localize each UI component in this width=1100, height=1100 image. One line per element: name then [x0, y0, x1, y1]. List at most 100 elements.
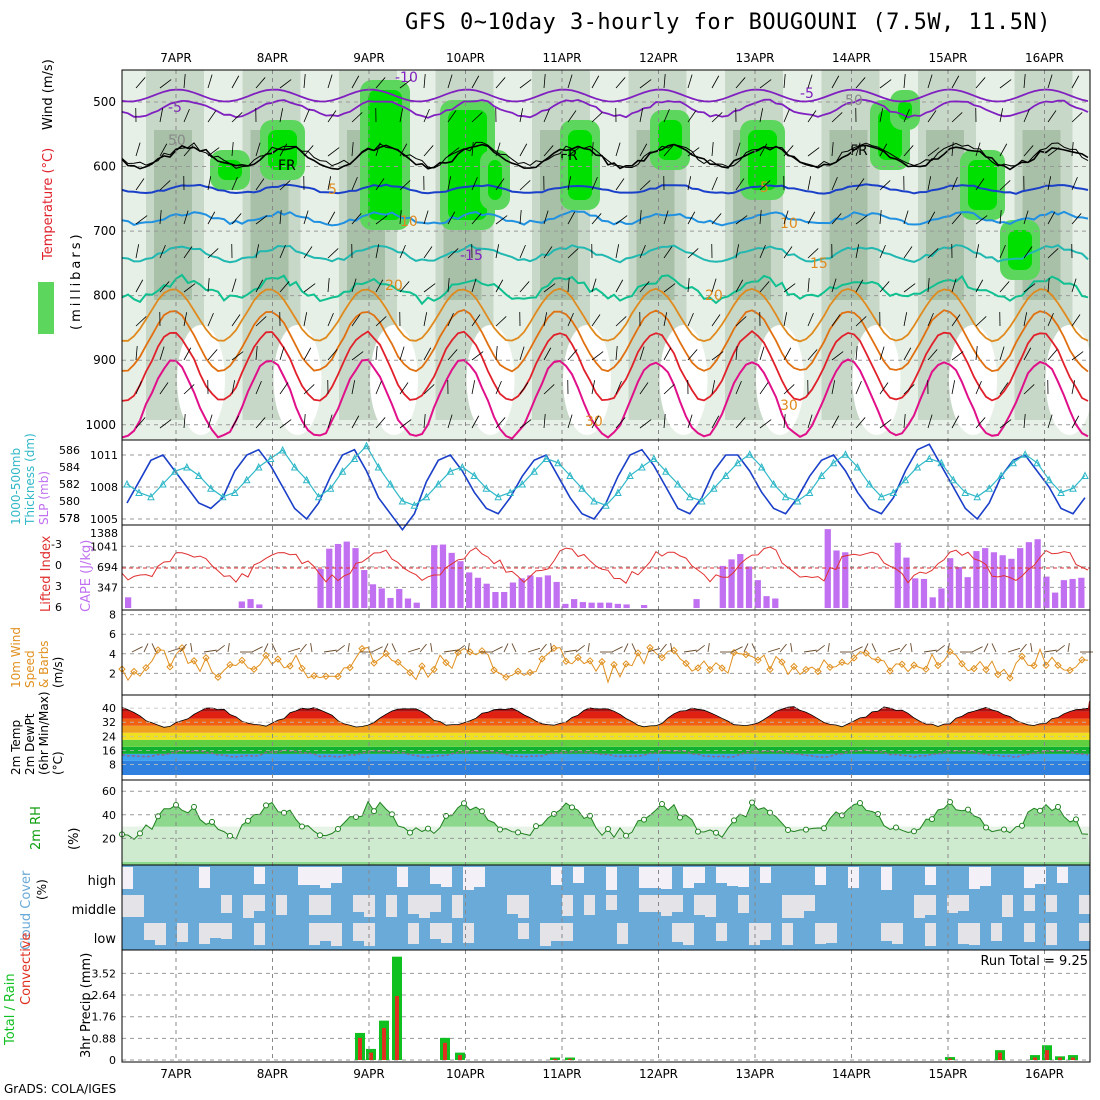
thickness-marker — [1045, 475, 1053, 484]
thickness-marker — [769, 479, 778, 488]
wind-barb — [423, 108, 430, 123]
rh-cell-saturated — [568, 130, 592, 200]
wind-speed-marker — [958, 660, 966, 668]
wind-barb — [495, 77, 506, 89]
thickness-marker — [554, 458, 562, 467]
thickness-marker — [458, 462, 467, 471]
cloud-gap — [584, 895, 595, 915]
thickness-marker — [494, 492, 503, 501]
wind-barb — [663, 246, 673, 259]
rh2m-marker — [875, 811, 881, 818]
wind-barb — [1047, 74, 1053, 89]
wind-barb — [399, 79, 412, 89]
wind-barb — [231, 415, 240, 429]
wind-barb — [855, 380, 862, 395]
thickness-marker — [733, 458, 742, 467]
wind-barb — [327, 414, 333, 429]
wind10-barb — [659, 643, 667, 653]
wind-speed-marker — [406, 668, 414, 677]
date-tick-bottom: 8APR — [257, 1067, 288, 1081]
precip-convective-bar — [358, 1037, 362, 1060]
cape-bar — [457, 561, 464, 608]
cape-bar — [623, 604, 630, 608]
wind-barb — [999, 108, 1004, 123]
wind-barb — [471, 415, 480, 429]
t2m-axis-label: 2m Temp — [9, 720, 23, 775]
cloud-gap — [958, 895, 969, 911]
wind-barb — [759, 419, 772, 429]
wind-barb — [1023, 145, 1034, 157]
cape-bar — [439, 544, 447, 608]
wind-speed-marker — [742, 650, 750, 659]
cloud-gap — [1024, 867, 1035, 888]
cape-bar — [492, 591, 499, 608]
wind-barb — [639, 143, 648, 157]
contour-line — [121, 244, 1089, 264]
wind-barb — [279, 210, 282, 225]
cloud-gap — [1057, 867, 1068, 883]
wind-barb — [207, 312, 214, 327]
wind-barb — [399, 419, 412, 429]
wind10-barb — [455, 644, 465, 653]
wind-barb — [159, 108, 164, 123]
wind-barb — [159, 346, 165, 361]
cape-bar — [1052, 592, 1059, 608]
wind10-barb — [503, 643, 509, 653]
thickness-marker — [446, 467, 455, 475]
thickness-marker — [889, 488, 898, 496]
wind-barb — [975, 316, 987, 327]
cloud-gap — [947, 895, 958, 913]
wind10-barb — [190, 642, 193, 653]
thickness-tick-label: 578 — [59, 512, 80, 525]
wind-barb — [495, 316, 507, 327]
contour-label: 50 — [845, 93, 863, 109]
wind10-barb — [443, 649, 457, 653]
wind10-barb — [631, 643, 637, 653]
wind10-barb — [790, 642, 793, 653]
temperature-band — [122, 753, 1090, 761]
wind-barb — [471, 314, 481, 327]
rh2m-marker — [677, 814, 683, 821]
cloud-gap — [1024, 923, 1035, 942]
slp-tick-label: 1011 — [90, 449, 118, 462]
thickness-marker — [686, 492, 694, 501]
wind-speed-marker — [190, 657, 198, 665]
wind-barb — [783, 414, 786, 429]
wind-barb — [279, 281, 290, 293]
cape-bar — [369, 584, 377, 608]
precip-convective-bar — [458, 1055, 462, 1060]
rh-dry-pocket — [659, 325, 708, 435]
wind-barb — [1047, 176, 1052, 191]
wind-barb — [903, 283, 916, 293]
rh2m-marker — [227, 832, 233, 839]
wind-barb — [687, 248, 699, 259]
wind-barb — [591, 314, 601, 327]
cloud-gap — [925, 923, 936, 946]
cape-bar — [597, 602, 604, 608]
wind10-barb — [271, 643, 277, 653]
wind-barb — [423, 210, 429, 225]
cape-bar — [1008, 558, 1015, 608]
wind-barb — [423, 145, 434, 157]
wind-barb — [807, 312, 814, 327]
wind-barb — [279, 108, 284, 123]
wind-barb — [399, 281, 410, 293]
wind-barb — [711, 75, 720, 89]
li-tick-label: 6 — [55, 601, 62, 614]
wind-barb — [783, 210, 789, 225]
precip-convective-bar — [382, 1028, 386, 1060]
cloud-gap — [276, 895, 287, 915]
wind-barb — [711, 176, 718, 191]
thickness-marker — [985, 484, 994, 492]
wind-barb — [567, 312, 574, 327]
wind-barb — [1023, 210, 1029, 225]
thickness-marker — [470, 471, 479, 479]
thickness-marker — [518, 479, 526, 488]
li-axis-label: Lifted Index — [39, 535, 54, 612]
wind10-barb — [131, 646, 143, 653]
wind-barb — [831, 351, 844, 361]
wind-barb — [903, 210, 909, 225]
slp-labels: 1000-500mb Thickness (dm) SLP (mb) — [9, 433, 51, 526]
cloud-gap — [430, 923, 441, 939]
contour-line — [121, 143, 1089, 171]
